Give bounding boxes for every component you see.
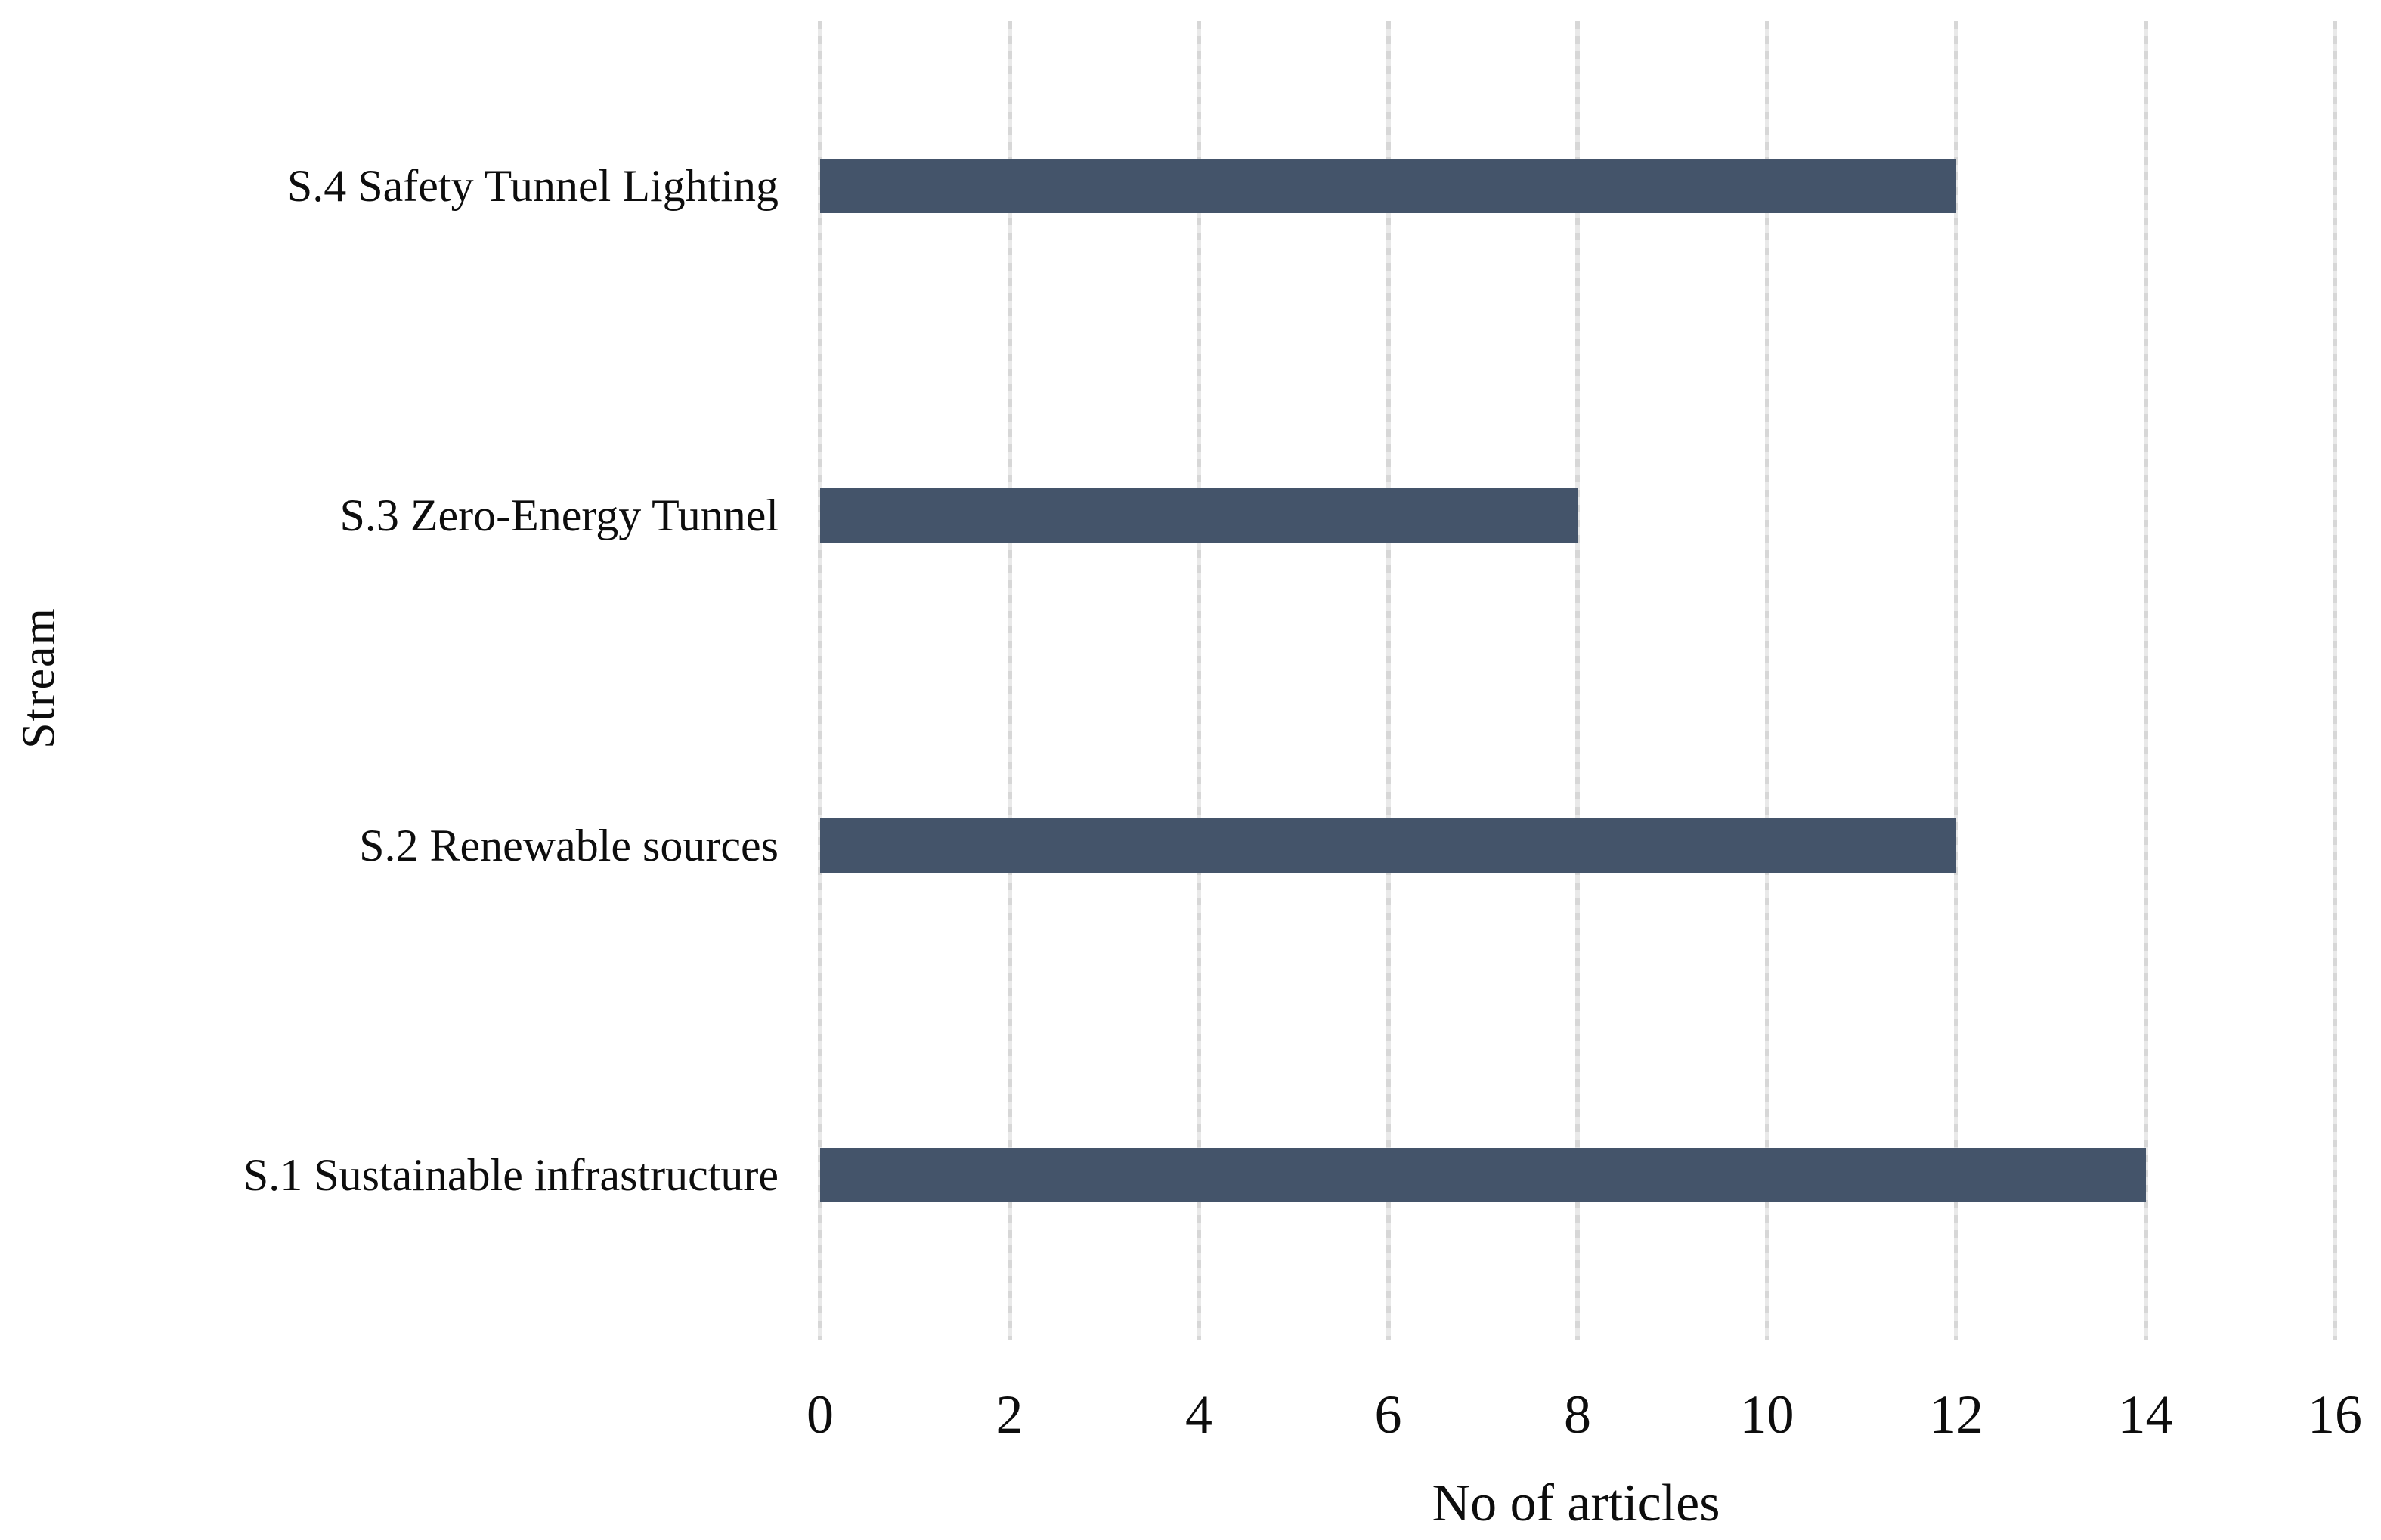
category-label: S.2 Renewable sources [359,820,779,871]
bar [820,159,1956,214]
gridline [1007,21,1012,1340]
gridline [1386,21,1391,1340]
x-tick-label: 8 [1564,1384,1591,1445]
x-tick-label: 10 [1739,1384,1794,1445]
x-tick-label: 2 [995,1384,1023,1445]
bar [820,488,1578,543]
gridline [2333,21,2337,1340]
x-tick-label: 4 [1185,1384,1212,1445]
y-axis-title: Stream [13,607,65,749]
gridline [2143,21,2148,1340]
plot-area [818,21,2337,1340]
category-label: S.3 Zero-Energy Tunnel [339,490,779,541]
bar [820,818,1956,873]
x-tick-label: 0 [807,1384,834,1445]
x-tick-label: 16 [2308,1384,2362,1445]
x-tick-label: 6 [1374,1384,1402,1445]
x-axis-title: No of articles [1432,1474,1720,1532]
bar [820,1147,2146,1202]
gridline [818,21,822,1340]
gridline [1197,21,1201,1340]
x-tick-label: 14 [2118,1384,2173,1445]
gridline [1764,21,1769,1340]
x-tick-label: 12 [1929,1384,1983,1445]
gridline [1575,21,1580,1340]
category-label: S.1 Sustainable infrastructure [243,1149,779,1200]
category-label: S.4 Safety Tunnel Lighting [286,161,779,212]
gridline [1954,21,1958,1340]
